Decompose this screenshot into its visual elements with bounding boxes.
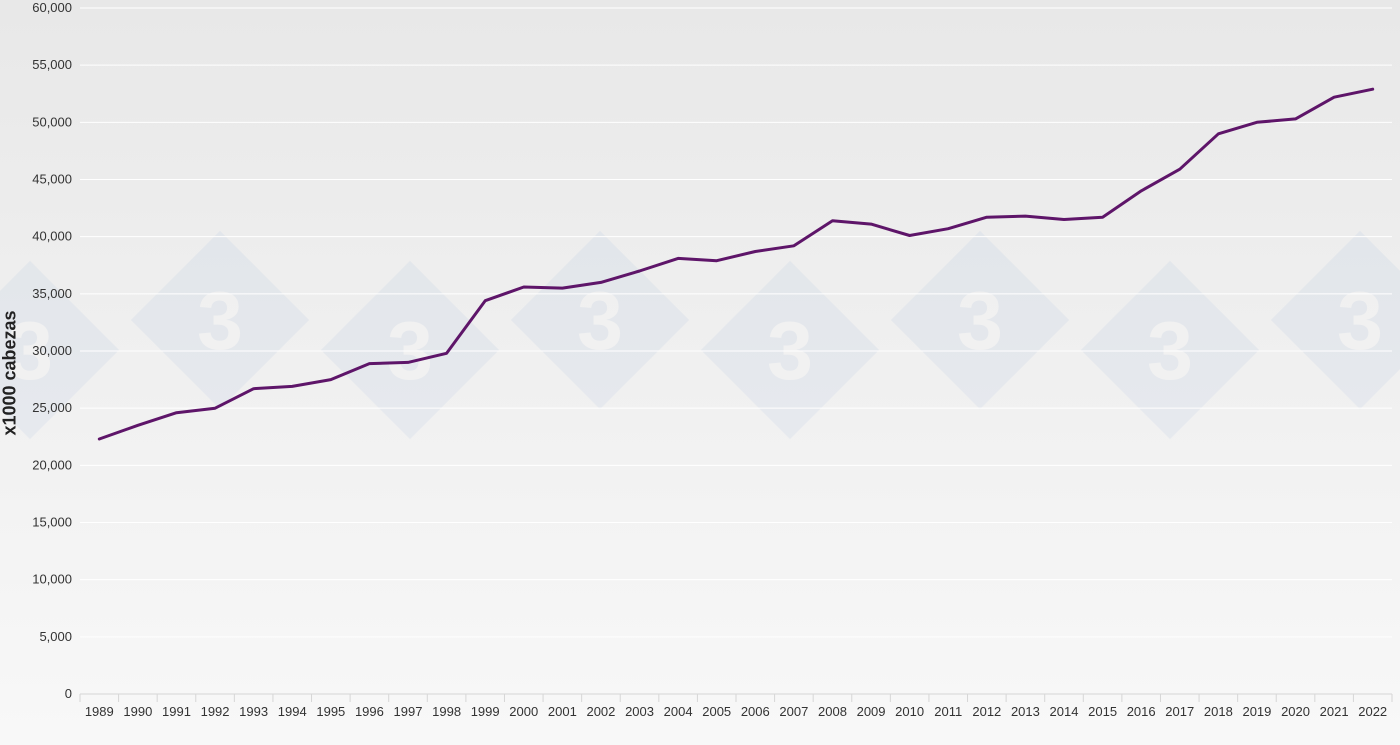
x-tick-label: 2021 bbox=[1320, 704, 1349, 719]
x-tick-label: 1995 bbox=[316, 704, 345, 719]
y-tick-label: 55,000 bbox=[32, 57, 72, 72]
x-tick-label: 2020 bbox=[1281, 704, 1310, 719]
y-tick-label: 10,000 bbox=[32, 572, 72, 587]
x-separators bbox=[80, 694, 1392, 702]
x-tick-label: 2019 bbox=[1242, 704, 1271, 719]
x-tick-label: 1996 bbox=[355, 704, 384, 719]
y-tick-label: 35,000 bbox=[32, 286, 72, 301]
x-tick-label: 2005 bbox=[702, 704, 731, 719]
x-tick-label: 1991 bbox=[162, 704, 191, 719]
y-tick-label: 15,000 bbox=[32, 515, 72, 530]
y-tick-label: 30,000 bbox=[32, 343, 72, 358]
y-tick-label: 25,000 bbox=[32, 400, 72, 415]
y-tick-label: 20,000 bbox=[32, 457, 72, 472]
x-tick-labels: 1989 1990 1991 1992 1993 1994 1995 1996 1997 1998… bbox=[85, 704, 1387, 719]
x-tick-label: 2018 bbox=[1204, 704, 1233, 719]
x-tick-label: 2008 bbox=[818, 704, 847, 719]
x-tick-label: 2015 bbox=[1088, 704, 1117, 719]
y-tick-label: 45,000 bbox=[32, 172, 72, 187]
y-tick-label: 50,000 bbox=[32, 114, 72, 129]
x-tick-label: 2003 bbox=[625, 704, 654, 719]
chart-svg: 0 5,000 10,000 15,000 20,000 25,000 30,000 35,0… bbox=[0, 0, 1400, 745]
x-tick-label: 2013 bbox=[1011, 704, 1040, 719]
x-tick-label: 2012 bbox=[972, 704, 1001, 719]
x-tick-label: 2004 bbox=[664, 704, 693, 719]
gridlines bbox=[80, 8, 1392, 694]
x-tick-label: 1992 bbox=[201, 704, 230, 719]
x-tick-label: 1997 bbox=[394, 704, 423, 719]
x-tick-label: 2016 bbox=[1127, 704, 1156, 719]
x-tick-label: 1994 bbox=[278, 704, 307, 719]
series-line bbox=[99, 89, 1372, 439]
x-tick-label: 2001 bbox=[548, 704, 577, 719]
x-tick-label: 2002 bbox=[586, 704, 615, 719]
x-tick-label: 2006 bbox=[741, 704, 770, 719]
x-tick-label: 1990 bbox=[123, 704, 152, 719]
x-tick-label: 1989 bbox=[85, 704, 114, 719]
x-tick-label: 1993 bbox=[239, 704, 268, 719]
x-tick-label: 2017 bbox=[1165, 704, 1194, 719]
x-tick-label: 2010 bbox=[895, 704, 924, 719]
x-tick-label: 2011 bbox=[934, 704, 962, 719]
x-tick-label: 1998 bbox=[432, 704, 461, 719]
x-tick-label: 2007 bbox=[779, 704, 808, 719]
x-tick-label: 2014 bbox=[1050, 704, 1079, 719]
y-tick-label: 60,000 bbox=[32, 0, 72, 15]
x-tick-label: 1999 bbox=[471, 704, 500, 719]
y-tick-label: 40,000 bbox=[32, 229, 72, 244]
line-chart: 3 3 3 3 3 3 3 3 x1000 cabezas 05,00010,0… bbox=[0, 0, 1400, 745]
x-tick-label: 2009 bbox=[857, 704, 886, 719]
x-tick-label: 2000 bbox=[509, 704, 538, 719]
y-tick-labels: 0 5,000 10,000 15,000 20,000 25,000 30,000 35,0… bbox=[32, 0, 72, 701]
y-tick-label: 5,000 bbox=[39, 629, 72, 644]
y-tick-label: 0 bbox=[65, 686, 72, 701]
x-tick-label: 2022 bbox=[1358, 704, 1387, 719]
